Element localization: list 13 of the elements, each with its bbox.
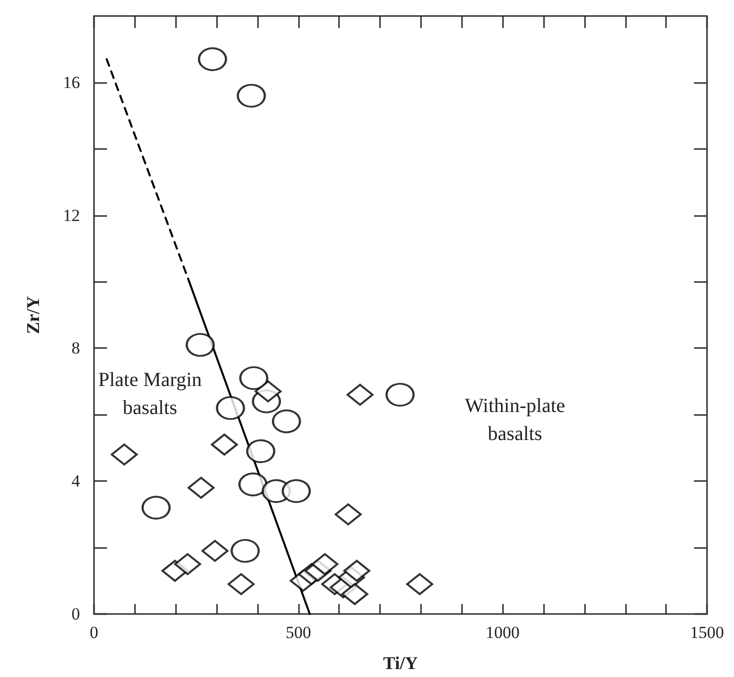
y-tick-label: 16 bbox=[63, 72, 80, 92]
x-tick-label: 500 bbox=[286, 623, 312, 642]
y-tick-label: 0 bbox=[72, 604, 80, 624]
y-tick-label: 8 bbox=[72, 338, 80, 358]
annotation: Plate Margin basalts bbox=[98, 369, 202, 419]
y-tick-label: 12 bbox=[63, 206, 80, 225]
y-tick-label: 4 bbox=[72, 472, 80, 491]
y-axis-title: Zr/Y bbox=[23, 296, 43, 334]
x-axis-title: Ti/Y bbox=[383, 653, 418, 673]
x-tick-label: 0 bbox=[90, 623, 98, 642]
annotation: Within-plate basalts bbox=[464, 395, 566, 445]
x-tick-label: 1000 bbox=[486, 623, 520, 642]
x-tick-label: 1500 bbox=[690, 623, 724, 642]
